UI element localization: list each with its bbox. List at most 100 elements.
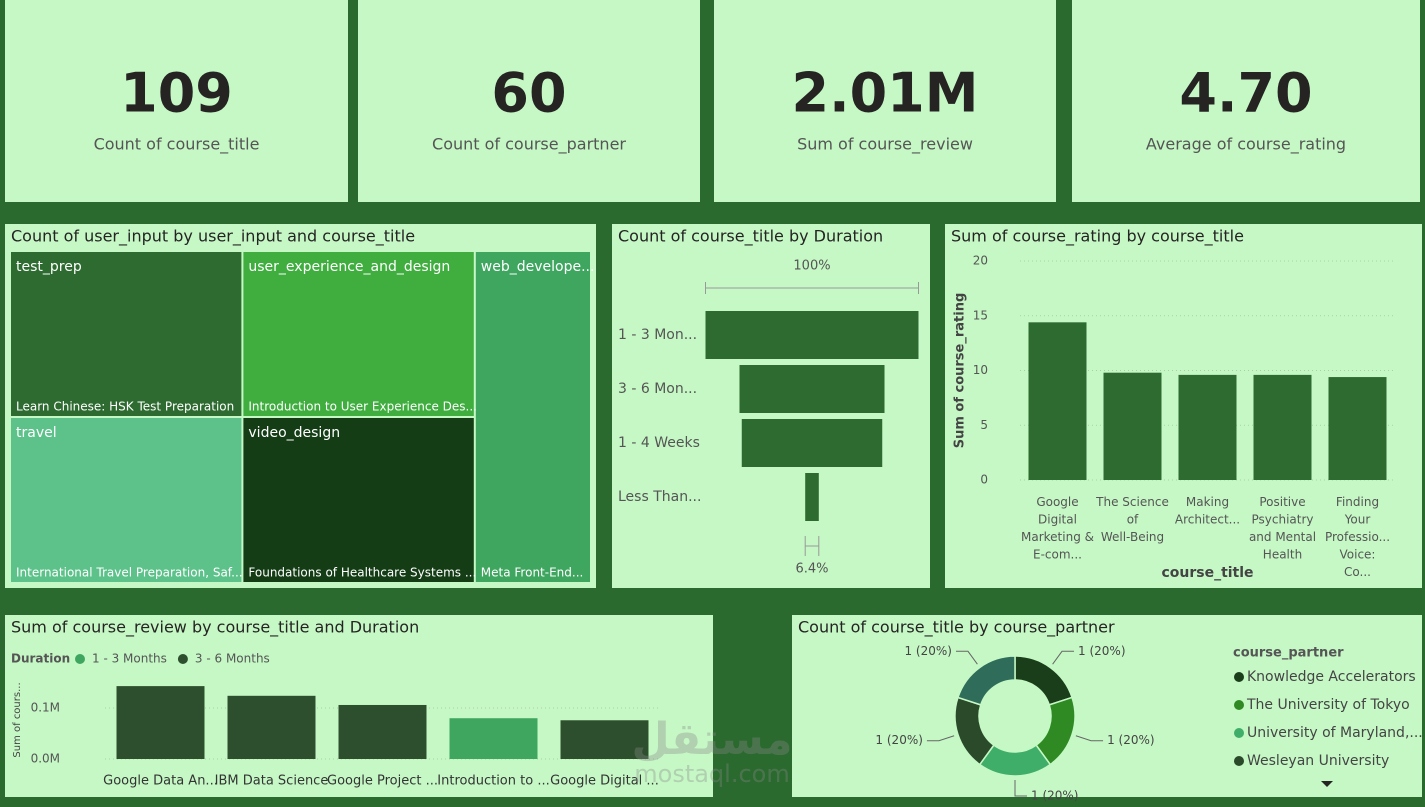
legend-label: Knowledge Accelerators [1247, 669, 1416, 685]
data-label: 1 (20%) [904, 644, 951, 658]
y-tick-label: 15 [973, 308, 988, 322]
bar [338, 704, 427, 759]
x-tick-label: Positive Psychiatry and Mental Health [1249, 495, 1316, 562]
x-tick-label: Finding Your Professio... Voice: Co... [1325, 495, 1390, 579]
chart-title: Count of course_title by course_partner [798, 618, 1115, 638]
bar [1103, 372, 1162, 480]
x-tick-label: Google Digital Marketing & E-com... [1021, 495, 1094, 562]
legend-label: The University of Tokyo [1246, 697, 1410, 713]
bracket [804, 536, 820, 556]
x-tick-label: Introduction to ... [437, 774, 549, 789]
card-value: 109 [120, 62, 233, 125]
bar [227, 695, 316, 759]
funnel-bar [705, 311, 919, 359]
bar [1178, 374, 1237, 480]
y-tick-label: 0 [980, 473, 988, 487]
bar [116, 686, 205, 759]
bracket [705, 282, 919, 294]
tile-label: video_design [248, 425, 340, 441]
legend-marker [75, 654, 85, 664]
card-value: 4.70 [1179, 62, 1312, 125]
data-label: 1 (20%) [875, 733, 922, 747]
x-tick-label: IBM Data Science [215, 774, 329, 789]
treemap-tile [243, 418, 474, 582]
tile-label: test_prep [16, 259, 82, 275]
x-tick-label: Making Architect... [1175, 495, 1240, 527]
y-tick-label: 0.0M [31, 752, 60, 766]
tile-sublabel: International Travel Preparation, Saf... [16, 566, 243, 580]
bar [449, 718, 538, 759]
treemap-tile [475, 252, 590, 582]
chart-title: Sum of course_rating by course_title [951, 227, 1244, 247]
panel [714, 0, 1056, 202]
data-label: 1 (20%) [1078, 644, 1125, 658]
leader-line [1014, 780, 1027, 797]
y-axis-label: Sum of course_rating [953, 293, 968, 449]
tile-sublabel: Introduction to User Experience Des... [248, 400, 477, 414]
legend-label: University of Maryland,... [1247, 725, 1423, 741]
tile-label: user_experience_and_design [248, 259, 450, 275]
category-label: 1 - 3 Mon... [618, 327, 697, 343]
y-axis-label: Sum of cours... [12, 682, 23, 757]
scroll-arrow [1321, 781, 1333, 787]
card-label: Count of course_title [94, 135, 260, 155]
tile-label: travel [16, 425, 57, 441]
x-axis-label: course_title [1161, 565, 1253, 581]
legend-label: Wesleyan University [1247, 753, 1389, 769]
chart-title: Sum of course_review by course_title and… [11, 618, 419, 638]
legend-marker [1234, 728, 1244, 738]
panel [792, 615, 1422, 797]
card-label: Average of course_rating [1146, 135, 1346, 155]
category-label: Less Than... [618, 489, 701, 505]
panel [358, 0, 700, 202]
bar [1253, 374, 1312, 480]
funnel-bar [741, 419, 883, 467]
panel [5, 0, 348, 202]
category-label: 1 - 4 Weeks [618, 435, 700, 451]
tile-sublabel: Meta Front-End... [481, 566, 584, 580]
y-tick-label: 20 [973, 254, 988, 268]
tile-label: web_develope... [481, 259, 595, 275]
bar [560, 720, 649, 759]
chart-title: Count of user_input by user_input and co… [11, 227, 415, 247]
treemap-tile [11, 418, 242, 582]
funnel-bottom-label: 6.4% [795, 562, 828, 577]
chart-title: Count of course_title by Duration [618, 227, 883, 247]
x-tick-label: Google Project ... [327, 774, 438, 789]
panel [1072, 0, 1420, 202]
category-label: 3 - 6 Mon... [618, 381, 697, 397]
card-value: 60 [491, 62, 566, 125]
card-label: Count of course_partner [432, 135, 626, 155]
card-value: 2.01M [792, 62, 979, 125]
legend-marker [1234, 756, 1244, 766]
x-tick-label: The Science of Well-Being [1095, 495, 1169, 544]
bar [1328, 377, 1387, 480]
bar [1028, 322, 1087, 480]
card-label: Sum of course_review [797, 135, 973, 155]
donut-slice [956, 655, 1016, 706]
leader-line [955, 650, 978, 665]
funnel-top-label: 100% [793, 259, 830, 274]
leader-line [926, 735, 955, 742]
y-tick-label: 0.1M [31, 701, 60, 715]
legend-title: course_partner [1233, 646, 1344, 661]
treemap-tile [243, 252, 474, 416]
watermark: mostaql.com [634, 760, 789, 788]
y-tick-label: 5 [980, 418, 988, 432]
tile-sublabel: Foundations of Healthcare Systems ... [248, 566, 476, 580]
x-tick-label: Google Digital ... [550, 774, 659, 789]
x-tick-label: Google Data An... [103, 774, 218, 789]
tile-sublabel: Learn Chinese: HSK Test Preparation [16, 400, 234, 414]
y-tick-label: 10 [973, 363, 988, 377]
data-label: 1 (20%) [1031, 789, 1078, 803]
legend-marker [177, 654, 188, 664]
legend-marker [1234, 700, 1244, 710]
leader-line [1052, 650, 1075, 665]
legend-label: 1 - 3 Months [92, 652, 167, 666]
legend-title: Duration [11, 652, 70, 666]
data-label: 1 (20%) [1107, 733, 1154, 747]
funnel-bar [805, 473, 819, 521]
leader-line [1075, 735, 1104, 742]
